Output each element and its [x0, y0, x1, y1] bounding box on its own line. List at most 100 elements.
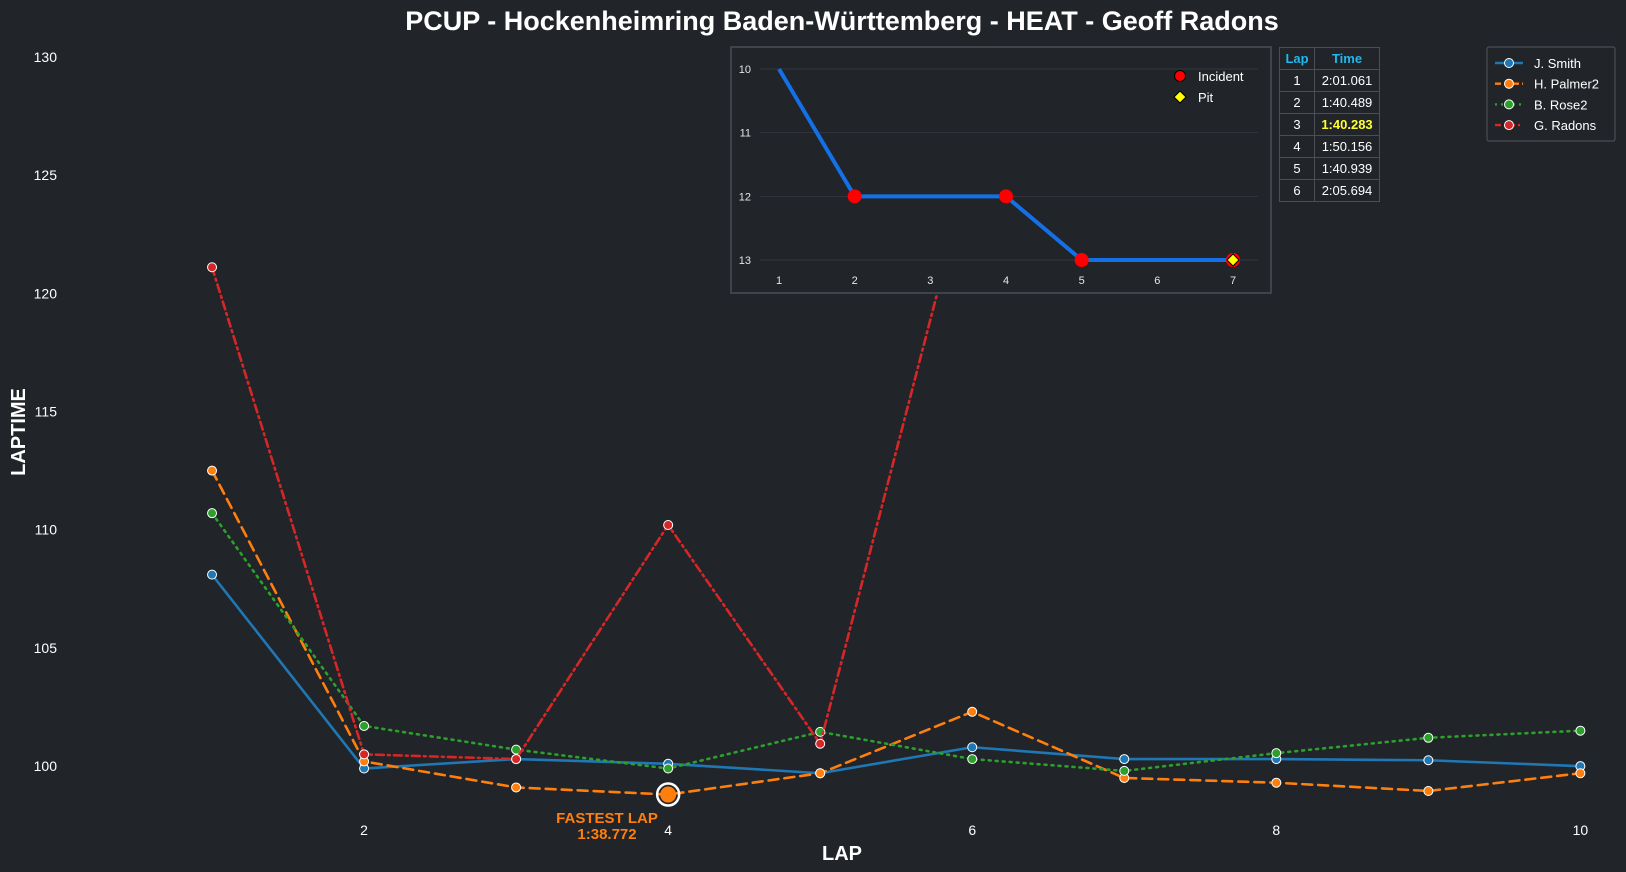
data-point	[663, 519, 674, 530]
series-line	[210, 469, 1582, 796]
data-point	[967, 706, 978, 717]
data-point	[207, 262, 218, 273]
legend-marker	[1504, 120, 1514, 131]
data-point	[511, 782, 522, 793]
table-row: 4 1:50.156	[1279, 135, 1380, 158]
series-line	[210, 573, 1582, 775]
inset-x-tick-label: 7	[1230, 275, 1236, 287]
fastest-lap-marker	[660, 786, 677, 803]
incident-marker	[999, 189, 1013, 204]
inset-frame	[730, 46, 1272, 294]
inset-x-tick-label: 4	[1003, 275, 1009, 287]
data-point	[359, 720, 370, 731]
data-point	[967, 742, 978, 753]
data-point	[1423, 755, 1434, 766]
data-point	[207, 465, 218, 476]
data-point	[511, 754, 522, 765]
series-group	[207, 508, 1586, 776]
series-group	[207, 569, 1586, 779]
series-group	[207, 465, 1586, 800]
y-tick-label: 105	[34, 640, 58, 656]
data-point	[359, 749, 370, 760]
series-line	[210, 157, 974, 761]
x-tick-label: 4	[664, 822, 672, 838]
legend-label: J. Smith	[1534, 56, 1581, 71]
data-point	[1423, 785, 1434, 796]
table-row: 1 2:01.061	[1279, 69, 1380, 92]
table-cell-lap: 5	[1279, 157, 1315, 180]
data-point	[1423, 732, 1434, 743]
data-point	[815, 738, 826, 749]
fastest-lap-ring	[655, 782, 681, 807]
table-cell-lap: 3	[1279, 113, 1315, 136]
legend-frame	[1486, 46, 1616, 142]
table-cell-time: 1:40.939	[1314, 157, 1380, 180]
legend-marker	[1504, 99, 1514, 110]
data-point	[1575, 768, 1586, 779]
y-tick-label: 100	[34, 758, 58, 774]
table-row: 5 1:40.939	[1279, 157, 1380, 180]
inset-legend-label: Incident	[1198, 69, 1244, 84]
data-point	[1271, 777, 1282, 788]
x-tick-label: 8	[1272, 822, 1280, 838]
incident-marker	[1074, 253, 1089, 267]
inset-x-tick-label: 3	[927, 275, 933, 287]
table-header-time: Time	[1314, 47, 1380, 70]
y-tick-label: 115	[35, 403, 58, 419]
legend-marker	[1504, 78, 1514, 89]
pit-marker	[1226, 253, 1240, 267]
y-tick-label: 110	[35, 522, 58, 538]
lap-time-table: Lap Time 1 2:01.061 2 1:40.489 3 1:40.283 4 1:5…	[1279, 47, 1380, 202]
legend-marker	[1504, 58, 1514, 68]
fastest-lap-label: FASTEST LAP	[556, 810, 658, 827]
table-row: 3 1:40.283	[1279, 113, 1380, 136]
inset-x-tick-label: 2	[852, 275, 858, 287]
table-cell-lap: 1	[1279, 69, 1315, 92]
data-point	[1271, 748, 1282, 759]
table-cell-time: 2:01.061	[1314, 69, 1380, 92]
incident-marker	[847, 189, 862, 204]
data-point	[1119, 754, 1130, 765]
fastest-lap-time: 1:38.772	[577, 826, 636, 843]
legend-label: G. Radons	[1534, 118, 1597, 133]
table-header-lap: Lap	[1279, 47, 1315, 70]
inset-x-tick-label: 6	[1154, 275, 1160, 287]
data-point	[1119, 765, 1130, 776]
inset-x-tick-label: 5	[1079, 275, 1085, 287]
y-axis-ticks: 100 105 110 115 120 125 130	[34, 49, 58, 774]
incident-legend-icon	[1174, 70, 1186, 82]
series-line	[210, 511, 1582, 773]
y-tick-label: 130	[34, 49, 58, 65]
y-tick-label: 120	[34, 285, 58, 301]
x-tick-label: 6	[968, 822, 976, 838]
data-point	[967, 754, 978, 765]
x-tick-label: 2	[360, 822, 368, 838]
table-header-row: Lap Time	[1279, 47, 1380, 70]
data-point	[207, 508, 218, 519]
table-cell-lap: 2	[1279, 91, 1315, 114]
table-cell-lap: 6	[1279, 179, 1315, 202]
inset-x-tick-label: 1	[776, 275, 782, 287]
fastest-lap-annotation: FASTEST LAP 1:38.772	[556, 782, 681, 843]
x-tick-label: 10	[1573, 822, 1589, 838]
inset-y-tick-label: 10	[739, 64, 751, 76]
inset-y-tick-label: 12	[739, 191, 751, 203]
y-tick-label: 125	[34, 167, 58, 183]
inset-y-tick-label: 13	[739, 255, 751, 267]
data-point	[1575, 725, 1586, 736]
pit-legend-icon	[1173, 90, 1187, 104]
table-row: 2 1:40.489	[1279, 91, 1380, 114]
table-cell-time: 1:50.156	[1314, 135, 1380, 158]
table-cell-time: 1:40.489	[1314, 91, 1380, 114]
data-point	[663, 763, 674, 774]
legend-label: H. Palmer2	[1534, 77, 1599, 92]
series-layer	[207, 153, 1586, 800]
data-point	[815, 768, 826, 779]
chart-title: PCUP - Hockenheimring Baden-Württemberg …	[405, 6, 1279, 36]
inset-y-tick-label: 11	[740, 128, 751, 140]
x-axis-label: LAP	[822, 843, 862, 865]
table-cell-time: 2:05.694	[1314, 179, 1380, 202]
data-point	[207, 569, 218, 580]
